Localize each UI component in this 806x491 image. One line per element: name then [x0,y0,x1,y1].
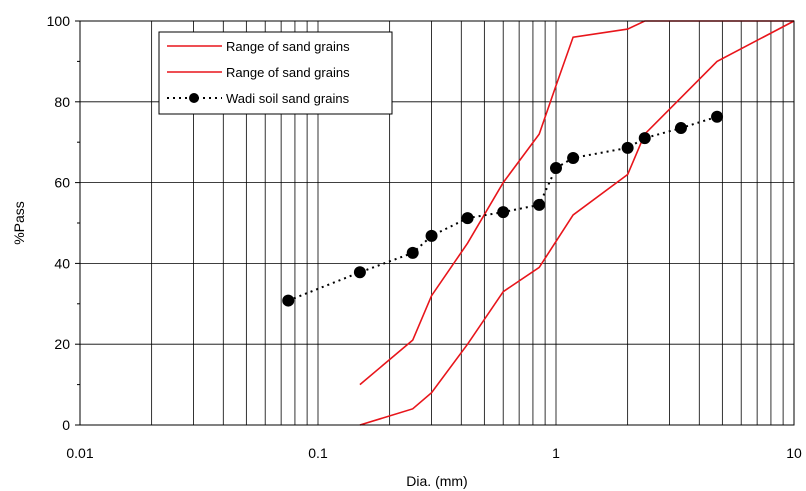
y-tick-label: 60 [54,175,70,191]
series-line [359,20,794,386]
data-point [638,132,651,145]
y-tick-label: 100 [47,13,71,29]
y-tick-label: 40 [54,255,70,271]
data-point [711,110,724,123]
axis-ticks: 0 20 40 60 80 100 0.01 0.1 1 10 [47,13,802,461]
data-point [282,294,295,307]
data-point [425,229,438,242]
y-tick-label: 20 [54,336,70,352]
data-point [497,206,510,219]
data-point [461,212,474,225]
legend-label: Wadi soil sand grains [226,91,350,106]
x-axis-title: Dia. (mm) [406,473,467,489]
x-tick-label: 0.1 [308,445,328,461]
series-group [282,20,795,426]
series-line [359,20,795,426]
x-tick-label: 10 [786,445,802,461]
x-tick-label: 0.01 [66,445,93,461]
legend-label: Range of sand grains [226,39,350,54]
legend-swatch-marker [189,93,199,103]
data-point [353,266,366,279]
y-axis-title: %Pass [11,201,27,245]
data-point [533,198,546,211]
legend-label: Range of sand grains [226,65,350,80]
data-point [550,162,562,175]
data-point [674,122,687,135]
y-tick-label: 0 [62,417,70,433]
y-tick-label: 80 [54,94,70,110]
data-point [567,151,580,164]
x-tick-label: 1 [552,445,560,461]
data-point [406,246,419,259]
data-point [621,141,634,154]
legend: Range of sand grains Range of sand grains… [158,31,393,115]
